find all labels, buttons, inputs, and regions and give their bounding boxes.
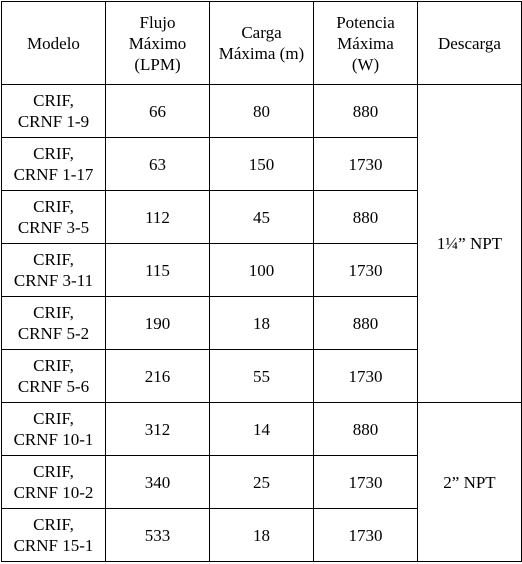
- cell-line: CRIF,: [33, 462, 74, 481]
- table-cell: CRIF, CRNF 1-9: [1, 84, 106, 138]
- table-body: CRIF, CRNF 1-9 66 80 880 1¼” NPT CRIF, CRNF 1-1…: [1, 84, 522, 562]
- cell-line: (W): [351, 54, 380, 74]
- table-row: CRIF, CRNF 15-1 533 18 1730: [1, 508, 522, 562]
- cell-line: CRIF,: [33, 250, 74, 269]
- cell-line: CRNF 3-11: [13, 271, 94, 290]
- table-row: CRIF, CRNF 1-9 66 80 880 1¼” NPT: [1, 84, 522, 403]
- table-cell: 63: [105, 137, 210, 191]
- header-cell: Modelo: [1, 1, 106, 85]
- table-cell: 1730: [313, 137, 418, 191]
- table-cell: 1730: [313, 455, 418, 509]
- cell-line: CRNF 1-9: [17, 112, 90, 131]
- table-cell: 14: [209, 402, 314, 456]
- cell-line: Modelo: [27, 33, 80, 53]
- table-cell: 340: [105, 455, 210, 509]
- table-cell: 18: [209, 296, 314, 350]
- table-row: CRIF, CRNF 1-17 63 150 1730: [1, 137, 522, 191]
- cell-line: CRNF 5-6: [17, 377, 90, 396]
- table-cell: 25: [209, 455, 314, 509]
- table-cell: 880: [313, 84, 418, 138]
- table-cell: 80: [209, 84, 314, 138]
- table-cell: 112: [105, 190, 210, 244]
- table-cell: 880: [313, 296, 418, 350]
- table-cell: 66: [105, 84, 210, 138]
- table-cell: CRIF, CRNF 3-11: [1, 243, 106, 297]
- table-cell: 880: [313, 190, 418, 244]
- cell-line: Flujo: [139, 12, 176, 32]
- table-cell: CRIF, CRNF 1-17: [1, 137, 106, 191]
- cell-line: CRIF,: [33, 197, 74, 216]
- descarga-cell: 2” NPT: [417, 402, 522, 562]
- cell-line: CRIF,: [33, 409, 74, 428]
- table-cell: CRIF, CRNF 10-2: [1, 455, 106, 509]
- table-cell: CRIF, CRNF 15-1: [1, 508, 106, 562]
- table-cell: 18: [209, 508, 314, 562]
- cell-line: CRNF 15-1: [13, 536, 94, 555]
- table-cell: 1730: [313, 243, 418, 297]
- cell-line: CRIF,: [33, 356, 74, 375]
- table-row: CRIF, CRNF 10-1 312 14 880 2” NPT: [1, 402, 522, 562]
- table-cell: 190: [105, 296, 210, 350]
- header-cell: Carga Máxima (m): [209, 1, 314, 85]
- header-cell: Flujo Máximo (LPM): [105, 1, 210, 85]
- cell-line: Descarga: [438, 33, 501, 53]
- table-cell: CRIF, CRNF 3-5: [1, 190, 106, 244]
- table-cell: 45: [209, 190, 314, 244]
- table-row: CRIF, CRNF 10-2 340 25 1730: [1, 455, 522, 509]
- cell-line: CRIF,: [33, 515, 74, 534]
- table-cell: CRIF, CRNF 10-1: [1, 402, 106, 456]
- table-cell: CRIF, CRNF 5-2: [1, 296, 106, 350]
- table-cell: 150: [209, 137, 314, 191]
- table-cell: 1730: [313, 349, 418, 403]
- cell-line: CRNF 1-17: [13, 165, 94, 184]
- table-cell: 55: [209, 349, 314, 403]
- cell-line: Máxima (m): [218, 44, 305, 63]
- header-cell: Potencia Máxima (W): [313, 1, 418, 85]
- cell-line: CRIF,: [33, 144, 74, 163]
- cell-line: CRNF 10-2: [13, 483, 94, 502]
- cell-line: CRIF,: [33, 303, 74, 322]
- cell-line: (LPM): [134, 54, 181, 74]
- cell-line: CRNF 5-2: [17, 324, 90, 343]
- header-cell: Descarga: [417, 1, 522, 85]
- cell-line: Carga: [241, 23, 282, 42]
- cell-line: Máximo: [128, 33, 187, 53]
- table-row: CRIF, CRNF 3-11 115 100 1730: [1, 243, 522, 297]
- table-cell: 1730: [313, 508, 418, 562]
- table-cell: 115: [105, 243, 210, 297]
- table-cell: 216: [105, 349, 210, 403]
- table-cell: 312: [105, 402, 210, 456]
- cell-line: CRNF 3-5: [17, 218, 90, 237]
- table-cell: 533: [105, 508, 210, 562]
- table-row: CRIF, CRNF 5-2 190 18 880: [1, 296, 522, 350]
- table-row: CRIF, CRNF 3-5 112 45 880: [1, 190, 522, 244]
- descarga-cell: 1¼” NPT: [417, 84, 522, 403]
- table-cell: 100: [209, 243, 314, 297]
- cell-line: Potencia: [336, 12, 395, 32]
- table-cell: 880: [313, 402, 418, 456]
- table-cell: CRIF, CRNF 5-6: [1, 349, 106, 403]
- cell-line: CRNF 10-1: [13, 430, 94, 449]
- cell-line: Máxima: [337, 33, 394, 53]
- header-row: Modelo Flujo Máximo (LPM) Carga Máxima (m) Pot…: [1, 1, 522, 85]
- cell-line: CRIF,: [33, 91, 74, 110]
